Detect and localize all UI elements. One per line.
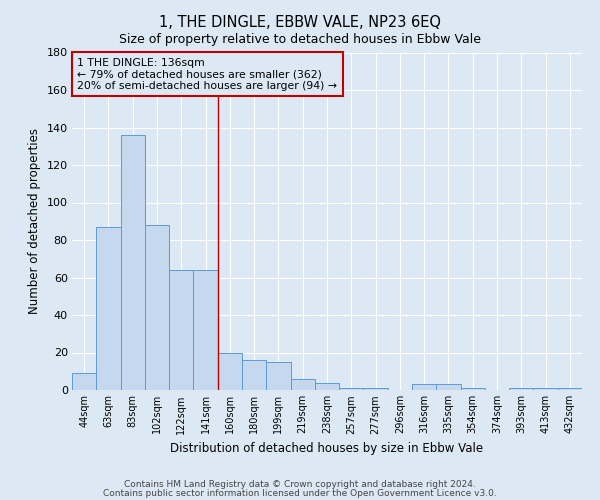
Text: Size of property relative to detached houses in Ebbw Vale: Size of property relative to detached ho… <box>119 32 481 46</box>
Text: Contains public sector information licensed under the Open Government Licence v3: Contains public sector information licen… <box>103 489 497 498</box>
Y-axis label: Number of detached properties: Number of detached properties <box>28 128 41 314</box>
Text: 1, THE DINGLE, EBBW VALE, NP23 6EQ: 1, THE DINGLE, EBBW VALE, NP23 6EQ <box>159 15 441 30</box>
Bar <box>145 225 169 390</box>
Bar <box>364 388 388 390</box>
Bar <box>461 388 485 390</box>
Text: Contains HM Land Registry data © Crown copyright and database right 2024.: Contains HM Land Registry data © Crown c… <box>124 480 476 489</box>
Bar <box>218 352 242 390</box>
Bar <box>193 270 218 390</box>
Bar <box>121 135 145 390</box>
Bar <box>290 379 315 390</box>
Bar <box>72 373 96 390</box>
Bar <box>242 360 266 390</box>
Bar <box>436 384 461 390</box>
Bar <box>412 384 436 390</box>
Text: 1 THE DINGLE: 136sqm
← 79% of detached houses are smaller (362)
20% of semi-deta: 1 THE DINGLE: 136sqm ← 79% of detached h… <box>77 58 337 91</box>
Bar <box>96 227 121 390</box>
Bar <box>339 388 364 390</box>
Bar <box>533 388 558 390</box>
Bar <box>315 382 339 390</box>
Bar <box>509 388 533 390</box>
Bar <box>266 362 290 390</box>
Bar <box>169 270 193 390</box>
Bar <box>558 388 582 390</box>
X-axis label: Distribution of detached houses by size in Ebbw Vale: Distribution of detached houses by size … <box>170 442 484 455</box>
